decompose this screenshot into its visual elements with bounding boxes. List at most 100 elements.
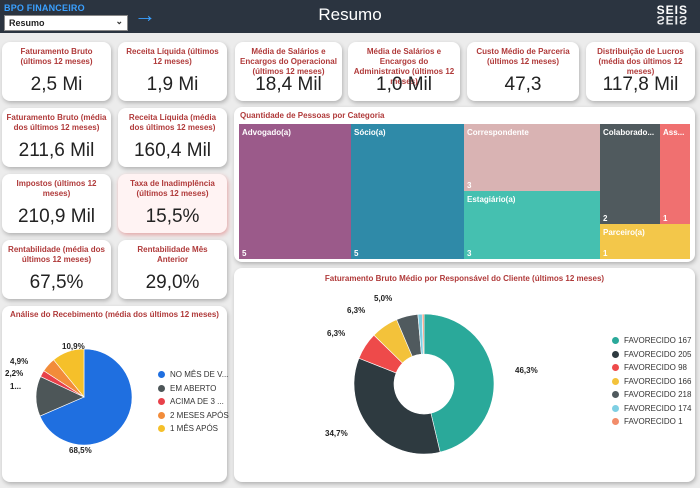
kpi-label: Custo Médio de Parceria (últimos 12 mese… <box>476 47 570 66</box>
legend-label: 1 MÊS APÓS <box>170 424 219 434</box>
kpi-value: 18,4 Mil <box>255 74 322 95</box>
donut-label: 34,7% <box>325 429 348 438</box>
treemap-tile-assistente[interactable]: Ass... 1 <box>660 124 690 224</box>
legend-item[interactable]: FAVORECIDO 167 <box>612 334 691 348</box>
logo-reflection: SEIS <box>656 13 688 27</box>
logo-text: SEIS <box>656 3 688 17</box>
kpi-value: 47,3 <box>504 74 542 95</box>
legend-item[interactable]: ACIMA DE 3 ... <box>158 395 229 409</box>
legend-label: FAVORECIDO 166 <box>624 376 692 386</box>
pie-label: 10,9% <box>62 342 85 351</box>
kpi-card-inadimplencia: Taxa de Inadimplência (últimos 12 meses)… <box>118 174 227 233</box>
kpi-label: Distribuição de Lucros (média dos último… <box>597 47 684 76</box>
kpi-card-salarios-administrativo: Média de Salários e Encargos do Administ… <box>348 42 460 101</box>
treemap-title: Quantidade de Pessoas por Categoria <box>240 111 385 120</box>
kpi-card-faturamento-bruto: Faturamento Bruto (últimos 12 meses) 2,5… <box>2 42 111 101</box>
kpi-card-faturamento-media: Faturamento Bruto (média dos últimos 12 … <box>2 108 111 167</box>
recebimento-legend: NO MÊS DE V... EM ABERTO ACIMA DE 3 ... … <box>158 368 229 436</box>
kpi-value: 2,5 Mi <box>30 74 83 95</box>
kpi-card-receita-media: Receita Líquida (média dos últimos 12 me… <box>118 108 227 167</box>
tile-count: 5 <box>354 249 359 258</box>
pie-label: 4,9% <box>10 357 29 366</box>
kpi-label: Impostos (últimos 12 meses) <box>16 179 97 198</box>
donut-label: 5,0% <box>374 294 393 303</box>
recebimento-pie-svg <box>35 348 133 446</box>
kpi-card-receita-liquida: Receita Líquida (últimos 12 meses) 1,9 M… <box>118 42 227 101</box>
kpi-value: 210,9 Mil <box>17 206 96 227</box>
slice-no-m-s-de-v-[interactable] <box>39 348 133 446</box>
kpi-value: 1,9 Mi <box>146 74 199 95</box>
legend-dot <box>158 411 165 419</box>
legend-dot <box>612 391 619 399</box>
page-select-dropdown[interactable]: Resumo ⌄ <box>4 15 128 31</box>
kpi-label: Receita Líquida (média dos últimos 12 me… <box>128 113 217 132</box>
legend-label: FAVORECIDO 174 <box>624 403 692 413</box>
legend-item[interactable]: FAVORECIDO 1 <box>612 415 691 429</box>
tile-count: 3 <box>467 249 472 258</box>
faturamento-title: Faturamento Bruto Médio por Responsável … <box>324 274 605 283</box>
legend-dot <box>612 377 619 385</box>
legend-item[interactable]: FAVORECIDO 98 <box>612 361 691 375</box>
page-select-value: Resumo <box>9 18 45 28</box>
slice-1-m-s-ap-s[interactable] <box>53 348 85 398</box>
legend-item[interactable]: FAVORECIDO 205 <box>612 348 691 362</box>
legend-label: FAVORECIDO 167 <box>624 336 692 346</box>
legend-label: 2 MESES APÓS <box>170 410 229 420</box>
treemap-tile-estagiario[interactable]: Estagiário(a) 3 <box>464 191 600 259</box>
donut-label: 6,3% <box>347 306 366 315</box>
kpi-label: Taxa de Inadimplência (últimos 12 meses) <box>130 179 215 198</box>
arrow-right-icon[interactable]: → <box>134 2 156 27</box>
kpi-value: 1,0 Mil <box>376 74 432 95</box>
legend-item[interactable]: FAVORECIDO 218 <box>612 388 691 402</box>
legend-item[interactable]: FAVORECIDO 166 <box>612 375 691 389</box>
slice-favorecido-205[interactable] <box>353 357 441 455</box>
kpi-label: Média de Salários e Encargos do Administ… <box>353 47 455 86</box>
donut-label: 46,3% <box>515 366 538 375</box>
legend-dot <box>612 404 619 412</box>
legend-dot <box>158 425 165 433</box>
slice-favorecido-1[interactable] <box>421 313 425 355</box>
legend-dot <box>612 350 619 358</box>
tile-label: Correspondente <box>467 128 529 137</box>
treemap-tile-colaborador[interactable]: Colaborado... 2 <box>600 124 660 224</box>
kpi-label: Faturamento Bruto (média dos últimos 12 … <box>6 113 107 132</box>
tile-label: Parceiro(a) <box>603 228 645 237</box>
legend-dot <box>158 371 165 379</box>
treemap-tile-correspondente[interactable]: Correspondente 3 <box>464 124 600 191</box>
legend-item[interactable]: NO MÊS DE V... <box>158 368 229 382</box>
legend-label: FAVORECIDO 205 <box>624 349 692 359</box>
treemap-tile-socio[interactable]: Sócio(a) 5 <box>351 124 464 259</box>
kpi-label: Média de Salários e Encargos do Operacio… <box>240 47 337 76</box>
faturamento-donut-svg <box>353 313 495 455</box>
slice-favorecido-167[interactable] <box>423 313 495 453</box>
kpi-card-custo-parceria: Custo Médio de Parceria (últimos 12 mese… <box>467 42 579 101</box>
legend-item[interactable]: 1 MÊS APÓS <box>158 422 229 436</box>
kpi-value: 15,5% <box>145 206 200 227</box>
legend-dot <box>612 337 619 345</box>
treemap-tile-parceiro[interactable]: Parceiro(a) 1 <box>600 224 690 259</box>
tile-count: 2 <box>603 214 608 223</box>
legend-label: FAVORECIDO 98 <box>624 363 687 373</box>
recebimento-pie-panel: Análise do Recebimento (média dos último… <box>2 306 229 482</box>
kpi-label: Faturamento Bruto (últimos 12 meses) <box>20 47 93 66</box>
treemap-tile-advogado[interactable]: Advogado(a) 5 <box>239 124 351 259</box>
kpi-value: 29,0% <box>145 272 200 293</box>
legend-dot <box>158 398 165 406</box>
kpi-card-salarios-operacional: Média de Salários e Encargos do Operacio… <box>235 42 342 101</box>
kpi-card-distribuicao-lucros: Distribuição de Lucros (média dos último… <box>586 42 695 101</box>
legend-label: NO MÊS DE V... <box>170 370 229 380</box>
tile-count: 1 <box>603 249 608 258</box>
kpi-value: 67,5% <box>29 272 84 293</box>
chevron-down-icon: ⌄ <box>115 16 123 26</box>
pie-label: 2,2% <box>5 369 24 378</box>
legend-item[interactable]: 2 MESES APÓS <box>158 409 229 423</box>
legend-item[interactable]: EM ABERTO <box>158 382 229 396</box>
tile-label: Sócio(a) <box>354 128 386 137</box>
kpi-value: 117,8 Mil <box>602 74 679 95</box>
header-bar: BPO FINANCEIRO Resumo ⌄ → Resumo SEIS SE… <box>0 0 700 33</box>
donut-label: 6,3% <box>327 329 346 338</box>
legend-label: ACIMA DE 3 ... <box>170 397 224 407</box>
legend-item[interactable]: FAVORECIDO 174 <box>612 402 691 416</box>
kpi-label: Receita Líquida (últimos 12 meses) <box>126 47 219 66</box>
logo: SEIS SEIS <box>656 3 688 27</box>
